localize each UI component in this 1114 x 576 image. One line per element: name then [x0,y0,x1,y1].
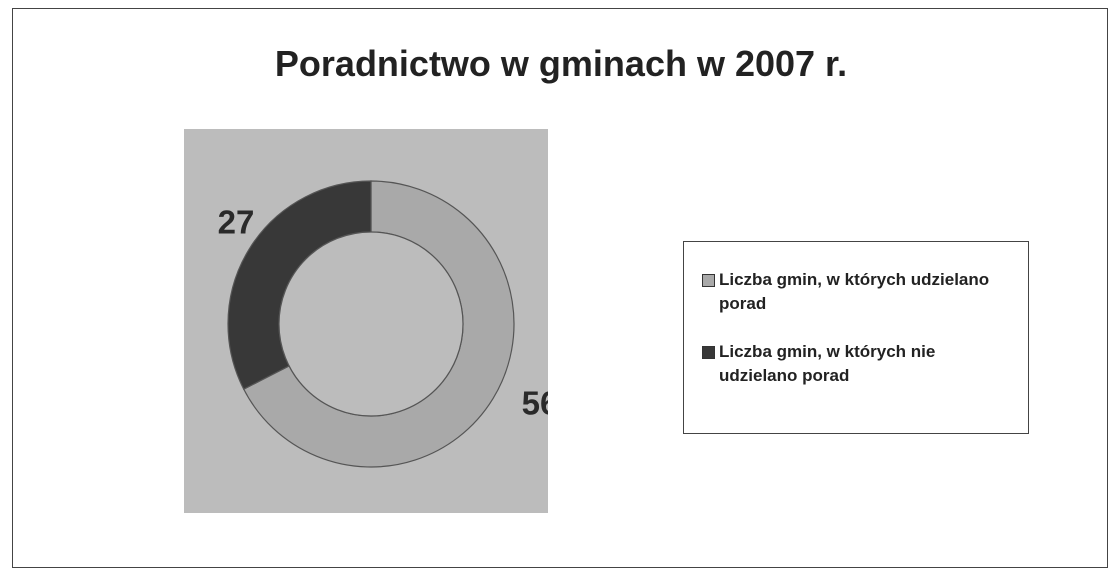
legend: Liczba gmin, w których udzielano porad Li… [683,241,1029,434]
legend-swatch [702,346,715,359]
data-label: 56 [522,385,548,422]
chart-frame: Poradnictwo w gminach w 2007 r. 56 27 Lic… [12,8,1108,568]
chart-title: Poradnictwo w gminach w 2007 r. [274,43,848,84]
legend-label: Liczba gmin, w których nie udzielano por… [719,342,936,385]
legend-entry: Liczba gmin, w których nie udzielano por… [702,340,1018,388]
legend-label: Liczba gmin, w których udzielano porad [719,270,990,313]
data-label: 27 [218,204,255,241]
legend-entry: Liczba gmin, w których udzielano porad [702,268,1018,316]
legend-swatch [702,274,715,287]
donut-hole [278,231,464,417]
plot-area: 56 27 [184,129,548,513]
